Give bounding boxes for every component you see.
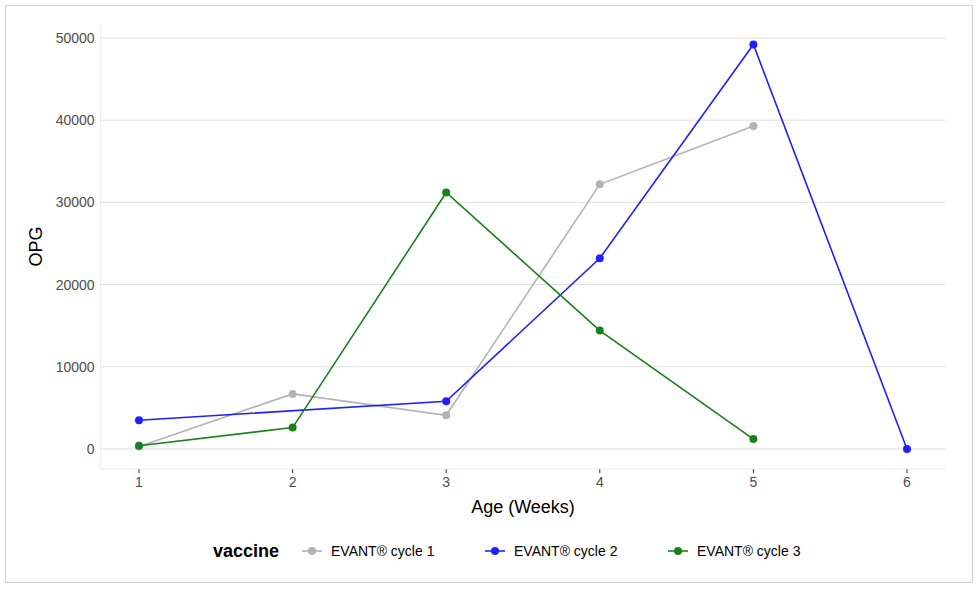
y-tick-label: 20000	[56, 277, 95, 293]
y-tick-label: 10000	[56, 359, 95, 375]
y-tick-label: 0	[87, 441, 95, 457]
y-axis-title: OPG	[26, 227, 46, 267]
data-point	[749, 122, 757, 130]
legend-key-marker	[308, 547, 316, 555]
x-tick	[599, 469, 600, 473]
grid-line	[101, 37, 946, 38]
x-axis-title: Age (Weeks)	[471, 497, 575, 517]
x-tick-label: 4	[596, 474, 604, 490]
grid-line	[101, 202, 946, 203]
data-point	[749, 435, 757, 443]
x-tick-label: 3	[442, 474, 450, 490]
grid-line	[101, 284, 946, 285]
data-point	[289, 424, 297, 432]
x-tick	[292, 469, 293, 473]
data-point	[289, 390, 297, 398]
grid-line	[101, 120, 946, 121]
legend-label: EVANT® cycle 2	[514, 543, 618, 559]
data-point	[442, 397, 450, 405]
x-tick	[139, 469, 140, 473]
x-tick	[753, 469, 754, 473]
legend-key-marker	[674, 547, 682, 555]
data-point	[442, 189, 450, 197]
x-axis-line	[101, 469, 946, 470]
data-point	[135, 416, 143, 424]
legend-key-marker	[491, 547, 499, 555]
data-point	[596, 254, 604, 262]
y-tick-label: 30000	[56, 194, 95, 210]
series-line	[139, 193, 753, 446]
data-point	[596, 180, 604, 188]
x-tick-label: 2	[289, 474, 297, 490]
y-tick-label: 50000	[56, 30, 95, 46]
x-tick-label: 5	[750, 474, 758, 490]
data-point	[749, 41, 757, 49]
series-line	[139, 45, 907, 449]
data-point	[903, 445, 911, 453]
x-tick-label: 6	[903, 474, 911, 490]
x-tick	[446, 469, 447, 473]
y-tick-label: 40000	[56, 112, 95, 128]
grid-line	[101, 448, 946, 449]
chart-border	[6, 6, 973, 583]
legend-label: EVANT® cycle 3	[697, 543, 801, 559]
data-point	[596, 327, 604, 335]
y-axis-line	[100, 24, 101, 469]
data-point	[135, 443, 143, 451]
data-point	[442, 411, 450, 419]
legend-label: EVANT® cycle 1	[331, 543, 435, 559]
plot-area	[135, 41, 911, 453]
grid-line	[101, 366, 946, 367]
data-point	[135, 442, 143, 450]
legend-title: vaccine	[213, 541, 279, 561]
x-tick	[907, 469, 908, 473]
x-tick-label: 1	[135, 474, 143, 490]
